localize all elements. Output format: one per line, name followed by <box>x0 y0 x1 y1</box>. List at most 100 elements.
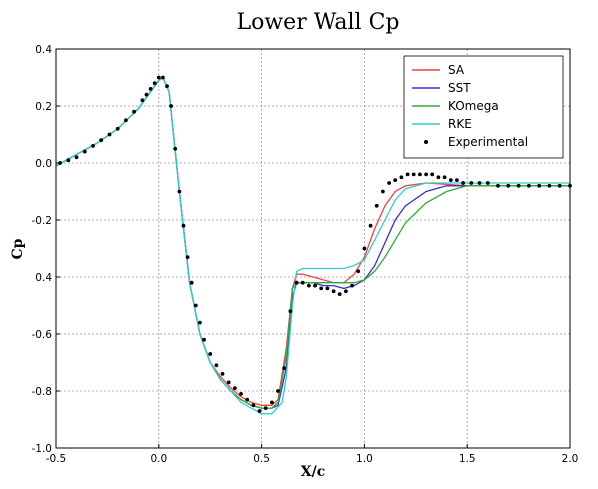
experimental-point <box>251 403 256 408</box>
legend-label-komega: KOmega <box>448 99 499 113</box>
ticks-layer: -0.5 0.0 0.5 1.0 1.5 2.0 0.4 0.2 0.0 -0.2 0.4 -0.6 -… <box>32 44 579 465</box>
experimental-point <box>239 392 243 396</box>
experimental-point <box>115 126 120 131</box>
experimental-point <box>313 283 317 288</box>
experimental-point <box>270 400 274 405</box>
experimental-point <box>418 172 422 177</box>
y-tick-label: -1.0 <box>32 443 53 455</box>
legend-label-rke: RKE <box>448 117 472 131</box>
experimental-point <box>344 289 348 294</box>
experimental-point <box>469 181 474 185</box>
y-tick-label: 0.0 <box>35 158 52 170</box>
experimental-point <box>356 269 361 274</box>
series-layer <box>55 75 572 415</box>
experimental-point <box>436 175 441 180</box>
experimental-point <box>177 189 182 194</box>
y-tick-label: 0.2 <box>35 101 52 113</box>
x-axis-label: X/c <box>301 464 326 480</box>
experimental-point <box>58 161 62 165</box>
x-tick-label: 1.5 <box>459 453 476 465</box>
experimental-point <box>181 223 186 228</box>
experimental-point <box>245 397 250 402</box>
plot-frame <box>55 48 571 449</box>
experimental-point <box>461 181 465 185</box>
experimental-point <box>185 255 190 259</box>
experimental-point <box>208 352 213 356</box>
experimental-point <box>300 280 305 285</box>
experimental-point <box>516 183 521 188</box>
y-tick-label: -0.6 <box>32 329 53 341</box>
experimental-point <box>189 280 194 285</box>
experimental-point <box>202 337 206 342</box>
experimental-point <box>424 172 428 177</box>
experimental-point <box>165 84 169 88</box>
experimental-point <box>140 98 145 103</box>
experimental-point <box>124 118 128 123</box>
experimental-point <box>91 144 95 148</box>
legend-label-sa: SA <box>448 63 465 77</box>
chart-title: Lower Wall Cp <box>236 10 399 35</box>
experimental-point <box>496 183 500 188</box>
experimental-point <box>152 81 157 86</box>
experimental-point <box>257 409 262 413</box>
y-tick-label: 0.4 <box>35 272 52 284</box>
experimental-point <box>448 178 453 183</box>
experimental-point <box>381 189 385 194</box>
x-tick-label: 1.0 <box>356 453 373 465</box>
experimental-point <box>337 292 342 296</box>
experimental-point <box>405 172 410 177</box>
experimental-point <box>325 286 330 291</box>
experimental-point <box>430 172 435 177</box>
experimental-point <box>362 246 367 251</box>
experimental-point <box>198 320 202 325</box>
experimental-point <box>288 309 293 314</box>
experimental-point <box>107 132 112 137</box>
experimental-point <box>276 389 280 393</box>
experimental-point <box>161 75 165 80</box>
experimental-point <box>169 104 174 108</box>
experimental-point <box>455 178 459 183</box>
experimental-point <box>214 363 219 368</box>
experimental-point <box>220 372 225 376</box>
x-tick-label: -0.5 <box>46 453 67 465</box>
experimental-point <box>173 146 178 151</box>
legend: SA SST KOmega RKE Experimental <box>403 55 564 159</box>
y-tick-label: -0.2 <box>32 215 53 227</box>
experimental-point <box>319 286 324 291</box>
experimental-point <box>393 178 398 183</box>
experimental-point <box>537 183 542 188</box>
experimental-point <box>74 155 79 160</box>
experimental-point <box>411 172 416 177</box>
y-axis-label: Cp <box>10 238 26 259</box>
y-tick-label: 0.4 <box>35 44 52 56</box>
experimental-point <box>485 181 490 185</box>
experimental-point <box>331 289 336 294</box>
y-tick-label: -0.8 <box>32 386 53 398</box>
experimental-point <box>399 175 404 180</box>
x-tick-label: 2.0 <box>562 453 579 465</box>
experimental-point <box>132 109 137 114</box>
experimental-point <box>294 280 299 285</box>
experimental-point <box>193 303 198 308</box>
experimental-point <box>233 386 237 390</box>
experimental-point <box>506 183 511 188</box>
experimental-point <box>547 183 552 188</box>
experimental-point <box>368 223 373 228</box>
experimental-point <box>99 138 104 143</box>
legend-label-experimental: Experimental <box>448 135 528 149</box>
experimental-point <box>374 203 379 208</box>
experimental-point <box>144 92 149 97</box>
experimental-point <box>282 366 287 371</box>
experimental-point <box>66 158 71 163</box>
experimental-point <box>527 183 531 188</box>
x-tick-label: 0.0 <box>150 453 167 465</box>
x-tick-label: 0.5 <box>253 453 270 465</box>
experimental-point <box>307 283 311 288</box>
experimental-point <box>557 183 562 188</box>
experimental-point <box>156 75 161 80</box>
experimental-point <box>226 380 231 385</box>
experimental-point <box>442 175 447 180</box>
legend-swatch-experimental <box>424 140 428 144</box>
